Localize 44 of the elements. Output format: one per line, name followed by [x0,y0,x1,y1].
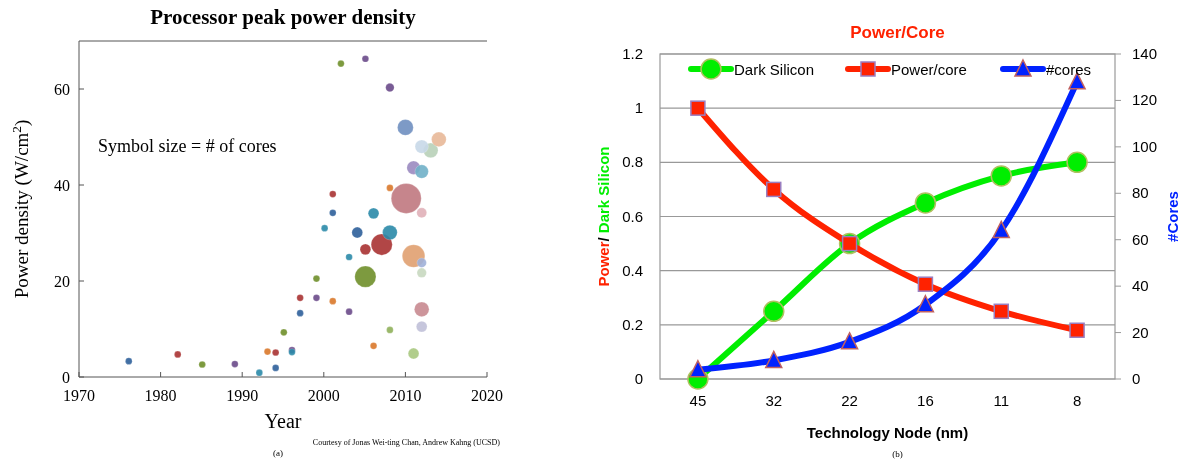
y2-tick-label: 0 [1132,370,1141,387]
y-tick-label: 40 [54,177,70,194]
x-tick-label: 1980 [144,387,177,404]
legend-label: Dark Silicon [734,61,815,78]
y-tick-label: 1.2 [622,45,643,62]
y2-tick-label: 100 [1132,137,1158,155]
annotation: Symbol size = # of cores [98,136,277,156]
y-tick-label: 0.2 [622,315,643,333]
text: Courtesy of Jonas Wei-ting Chan, Andrew Kahng (UCSD) [312,438,501,447]
x-tick-label: 11 [993,392,1010,409]
x-tick-label: 8 [1072,392,1082,409]
y-tick-label: 20 [54,273,70,290]
y2-tick-label: 40 [1132,277,1149,295]
x-tick-label: 32 [765,392,783,409]
text: (b) [892,449,903,459]
legend-label: Power/core [891,61,967,78]
x-tick-label: 45 [689,392,707,409]
x-tick-label: 16 [917,392,934,409]
y-tick-label: 0 [62,369,70,386]
y-tick-label: 0.4 [622,261,643,279]
text: (a) [273,448,283,458]
y-tick-label: 1 [634,99,643,117]
legend-label: #cores [1046,61,1092,78]
x-tick-label: 22 [841,392,858,409]
x-axis-title: Year [264,410,302,432]
y-axis-title: Power/ Dark Silicon [595,146,612,287]
x-tick-label: 2020 [471,387,503,404]
y-tick-label: 0 [634,370,643,387]
x-tick-label: 1990 [226,387,259,404]
x-tick-label: 1970 [63,387,95,404]
y-tick-label: 0.8 [622,153,643,171]
x-tick-label: 2010 [389,387,422,404]
x-tick-label: 2000 [307,387,340,404]
y2-axis-title: #Cores [1164,191,1181,242]
y-tick-label: 0.6 [622,207,643,225]
y2-tick-label: 80 [1132,184,1149,202]
y2-tick-label: 60 [1132,230,1149,248]
chart-title: Processor peak power density [150,5,417,29]
y2-tick-label: 20 [1132,323,1149,341]
y-tick-label: 60 [54,81,70,98]
y2-tick-label: 120 [1132,91,1158,109]
chart-title: Power/Core [850,23,945,42]
x-axis-title: Technology Node (nm) [806,424,969,441]
y2-tick-label: 140 [1132,45,1158,62]
